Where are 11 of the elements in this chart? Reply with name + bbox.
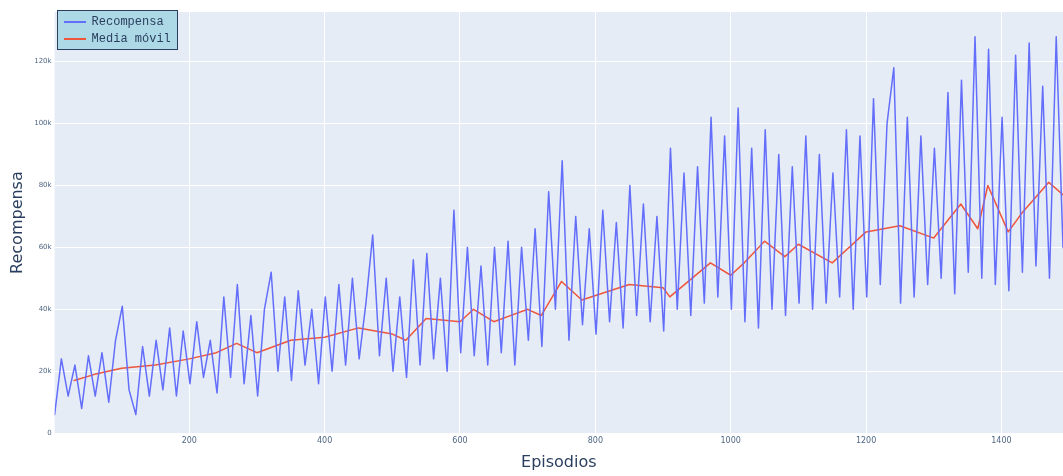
x-tick-label: 200 xyxy=(181,436,197,446)
x-tick-label: 800 xyxy=(587,436,603,446)
legend-label: Recompensa xyxy=(91,14,164,29)
x-tick-label: 400 xyxy=(317,436,333,446)
x-tick-label: 1000 xyxy=(720,436,741,446)
x-tick-label: 1400 xyxy=(991,436,1012,446)
y-axis-title: Recompensa xyxy=(6,171,26,274)
x-tick-label: 1200 xyxy=(855,436,877,446)
legend-label: Media móvil xyxy=(91,31,171,46)
x-axis-title: Episodios xyxy=(521,451,597,471)
x-tick-label: 600 xyxy=(452,436,468,446)
